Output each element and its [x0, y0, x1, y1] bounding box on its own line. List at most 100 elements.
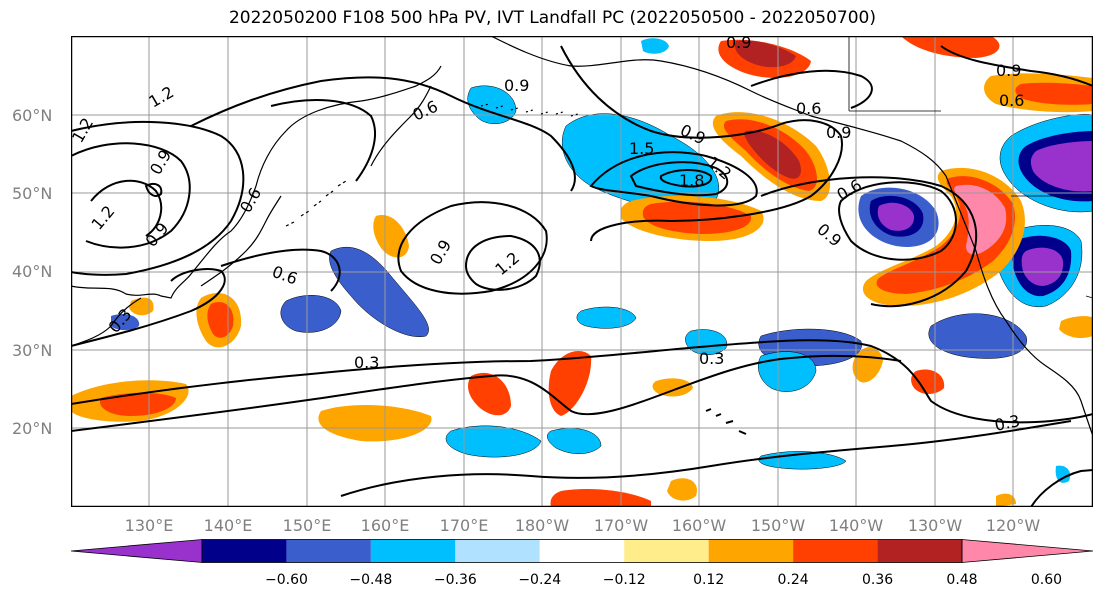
- contour-label: 0.9: [504, 76, 529, 95]
- contour-line: [590, 119, 843, 242]
- colorbar-tick-label: −0.48: [349, 572, 393, 588]
- colorbar-segment: [793, 539, 878, 563]
- lon-tick-label: 150°E: [282, 516, 332, 535]
- lat-tick-label: 20°N: [12, 419, 53, 438]
- contour-label: 0.3: [699, 349, 724, 368]
- colorbar: [70, 539, 1094, 563]
- negative-anomaly-region: [445, 425, 542, 458]
- colorbar-segment: [539, 539, 625, 563]
- negative-anomaly-region: [758, 351, 817, 392]
- positive-anomaly-region: [318, 404, 432, 442]
- lon-tick-label: 170°W: [593, 516, 649, 535]
- asia-coastline: [70, 65, 442, 299]
- negative-anomaly-region: [1055, 465, 1071, 483]
- lat-tick-label: 50°N: [12, 184, 53, 203]
- colorbar-segment: [455, 539, 540, 563]
- colorbar-tick-label: 0.36: [861, 572, 894, 588]
- negative-anomaly-region: [547, 428, 602, 454]
- kamchatka-coastline: [370, 85, 432, 167]
- colorbar-tick-label: −0.24: [518, 572, 562, 588]
- negative-anomaly-region: [877, 202, 915, 231]
- contour-label: 1.2: [146, 82, 178, 111]
- colorbar-segment: [370, 539, 456, 563]
- contour-label: 0.9: [146, 146, 175, 178]
- colorbar-segment: [286, 539, 371, 563]
- colorbar-extension-low: [70, 539, 203, 563]
- contour-label: 0.9: [726, 36, 751, 52]
- contour-label: 0.9: [996, 61, 1021, 80]
- colorbar-segment: [624, 539, 709, 563]
- contour-line: [70, 142, 191, 249]
- contour-label: 0.6: [999, 91, 1024, 110]
- positive-anomaly-region: [550, 489, 651, 507]
- colorbar-outline: [201, 539, 963, 563]
- coastlines: [70, 35, 1094, 437]
- positive-anomaly-region: [1015, 82, 1093, 105]
- contour-line: [70, 354, 902, 432]
- contour-line: [144, 183, 163, 197]
- colorbar-tick-label: −0.12: [602, 572, 646, 588]
- positive-anomaly-region: [996, 493, 1016, 507]
- lon-tick-label: 120°W: [985, 516, 1041, 535]
- negative-anomaly-region: [467, 85, 517, 124]
- negative-anomaly-region: [329, 246, 429, 338]
- contour-label: 0.9: [426, 236, 455, 268]
- colorbar-tick-label: −0.60: [264, 572, 308, 588]
- positive-anomaly-region: [911, 369, 945, 394]
- lon-tick-label: 170°E: [439, 516, 489, 535]
- positive-anomaly-region: [642, 201, 752, 234]
- map-panel: 0.9 0.9 1.2 1.2 1.2 0.6 0.9 1.5 1.2 1.8 …: [68, 33, 1094, 508]
- colorbar-tick-label: 0.12: [693, 572, 725, 588]
- contour-line: [270, 99, 376, 182]
- negative-anomaly-region: [641, 38, 669, 54]
- lat-tick-label: 60°N: [12, 106, 53, 125]
- negative-anomaly-region: [685, 329, 727, 355]
- colorbar-segment: [877, 539, 962, 563]
- positive-anomaly-region: [667, 478, 697, 501]
- colorbar-tick-label: −0.36: [433, 572, 477, 588]
- contour-line: [190, 76, 576, 192]
- contour-label: 1.2: [491, 248, 523, 279]
- shaded-anomaly-layer: [71, 36, 1094, 507]
- colorbar-segment: [708, 539, 794, 563]
- colorbar-segment: [202, 539, 287, 563]
- north-america-coastline: [945, 175, 1094, 437]
- lon-tick-label: 140°E: [203, 516, 253, 535]
- contour-line: [659, 169, 713, 188]
- positive-anomaly-region: [100, 392, 176, 416]
- contour-label: 1.2: [88, 202, 119, 234]
- positive-anomaly-region: [734, 40, 796, 68]
- negative-anomaly-region: [928, 313, 1028, 359]
- lon-tick-label: 180°W: [514, 516, 570, 535]
- lon-tick-label: 160°W: [671, 516, 727, 535]
- positive-anomaly-region: [954, 184, 1007, 255]
- contour-label: 0.3: [993, 411, 1022, 435]
- negative-anomaly-region: [111, 314, 140, 331]
- positive-anomaly-region: [373, 215, 409, 258]
- lon-tick-label: 130°E: [124, 516, 174, 535]
- lat-tick-label: 30°N: [12, 341, 53, 360]
- contour-line: [220, 248, 341, 292]
- contour-line: [340, 420, 1072, 497]
- positive-anomaly-region: [468, 372, 511, 416]
- contour-label: 0.3: [354, 353, 379, 372]
- contour-label: 0.9: [813, 220, 845, 251]
- positive-anomaly-region: [744, 130, 801, 179]
- contour-label: 0.9: [826, 123, 851, 142]
- positive-anomaly-region: [548, 351, 592, 416]
- map-canvas: 0.9 0.9 1.2 1.2 1.2 0.6 0.9 1.5 1.2 1.8 …: [68, 33, 1094, 508]
- negative-anomaly-region: [1021, 247, 1064, 286]
- contour-line: [464, 234, 541, 291]
- kuril-islands: [285, 180, 347, 227]
- contour-line: [70, 268, 226, 347]
- negative-anomaly-region: [280, 295, 342, 333]
- lon-tick-label: 160°E: [360, 516, 410, 535]
- colorbar-tick-label: 0.48: [946, 572, 978, 588]
- negative-anomaly-region: [1030, 141, 1093, 192]
- positive-anomaly-region: [1059, 316, 1093, 339]
- contour-label: 0.9: [142, 219, 173, 251]
- contour-line: [560, 45, 782, 139]
- lon-tick-label: 130°W: [907, 516, 963, 535]
- contour-line: [70, 339, 1094, 424]
- colorbar-graphic: [70, 539, 1094, 563]
